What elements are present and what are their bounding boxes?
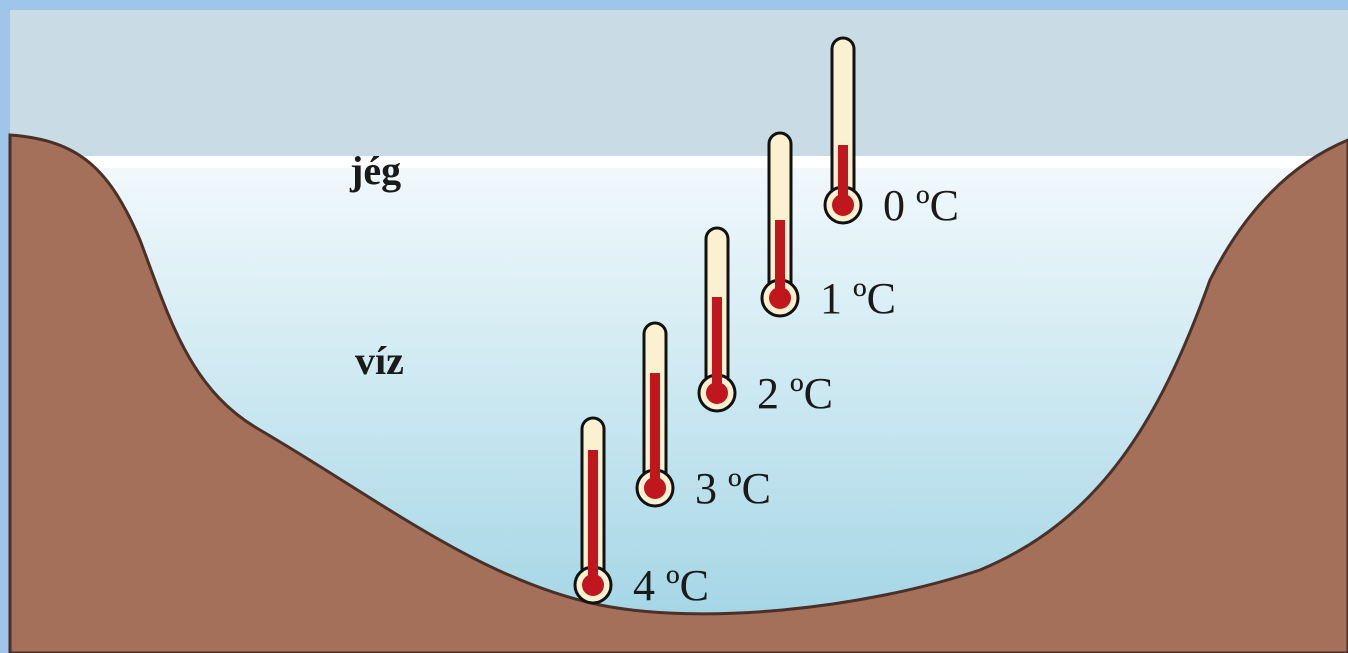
mercury [712, 297, 722, 393]
mercury-bulb [582, 574, 604, 596]
mercury [588, 450, 598, 585]
water-label: víz [355, 338, 404, 383]
mercury-bulb [706, 382, 728, 404]
mercury-bulb [769, 287, 791, 309]
mercury-bulb [644, 477, 666, 499]
temperature-label: 2 ºC [757, 369, 833, 418]
ice-label: jég [349, 148, 401, 193]
diagram: jég víz 0 ºC 1 ºC 2 ºC 3 ºC 4 ºC [0, 0, 1348, 653]
mercury [650, 373, 660, 488]
ice [10, 156, 1348, 168]
mercury-bulb [832, 194, 854, 216]
temperature-label: 3 ºC [695, 464, 771, 513]
temperature-label: 0 ºC [883, 181, 959, 230]
temperature-label: 1 ºC [820, 274, 896, 323]
mercury [775, 220, 785, 298]
temperature-label: 4 ºC [633, 561, 709, 610]
